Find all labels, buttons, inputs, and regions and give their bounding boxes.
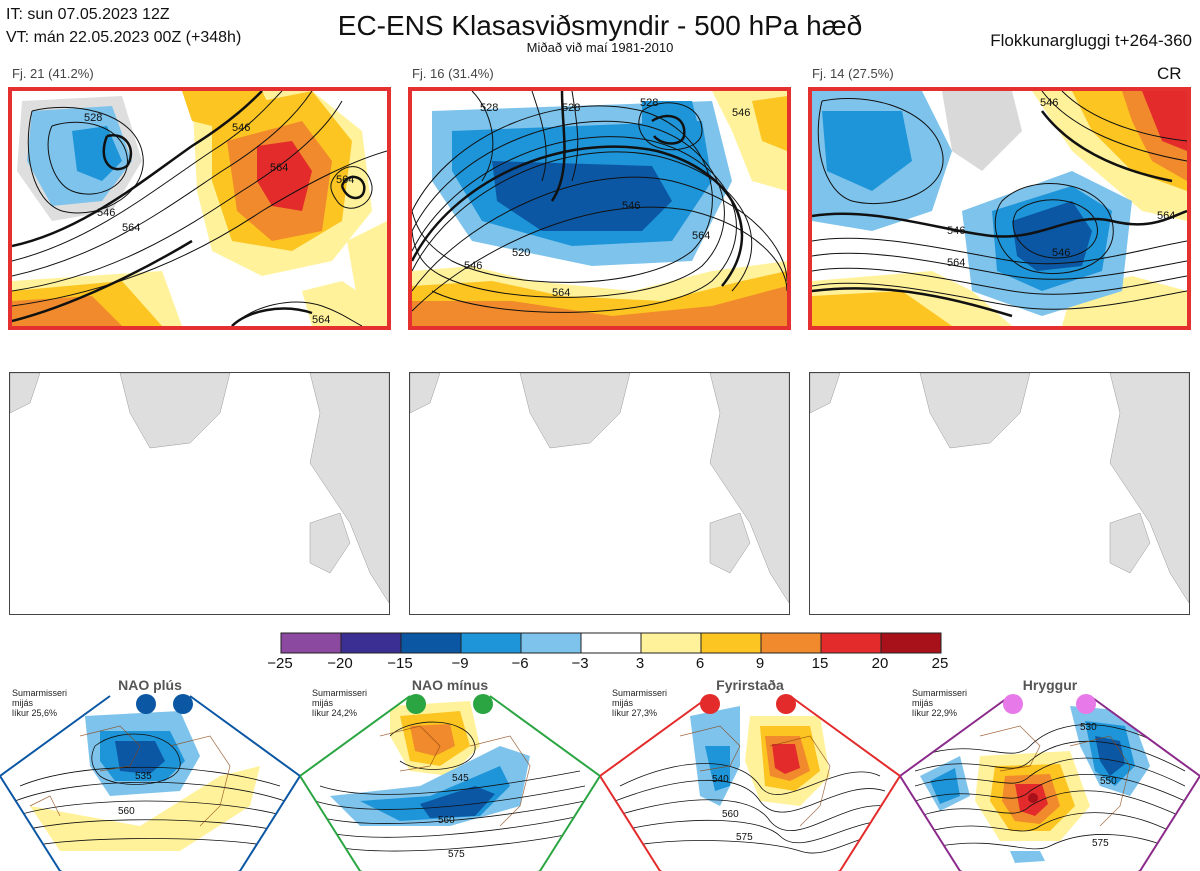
- colorbar-tick: −20: [327, 655, 353, 672]
- contour-label: 560: [118, 806, 135, 817]
- regime-season-info: Sumarmisseri mijás líkur 25,6%: [12, 688, 67, 718]
- contour-label: 530: [1080, 722, 1097, 733]
- season-mean: mijás: [612, 698, 634, 708]
- season-probability: líkur 27,3%: [612, 708, 658, 718]
- regime-season-info: Sumarmisseri mijás líkur 27,3%: [612, 688, 667, 718]
- anomaly-fill-2: [412, 91, 787, 326]
- regime-ridge[interactable]: 530 550 575 Hryggur Sumarmisseri mijás l…: [900, 676, 1200, 871]
- season-label: Sumarmisseri: [12, 688, 68, 698]
- cluster-3-label: Fj. 14 (27.5%): [812, 66, 894, 81]
- cluster-3-map[interactable]: 546 546 564 546 564: [808, 87, 1191, 330]
- contour-label: 564: [312, 314, 330, 326]
- colorbar-segment: [700, 632, 762, 654]
- contour-label: 528: [480, 102, 498, 114]
- empty-map-2: [409, 372, 790, 615]
- colorbar-tick: 6: [695, 655, 705, 672]
- colorbar-tick: −6: [511, 655, 529, 672]
- colorbar-segment: [280, 632, 342, 654]
- contour-label: 564: [947, 257, 965, 269]
- season-probability: líkur 22,9%: [912, 708, 958, 718]
- regime-season-info: Sumarmisseri mijás líkur 24,2%: [312, 688, 367, 718]
- regime-blocking[interactable]: 540 560 575 Fyrirstaða Sumarmisseri mijá…: [600, 676, 900, 871]
- regime-title: NAO mínus: [411, 677, 489, 693]
- regime-title: Fyrirstaða: [716, 677, 784, 693]
- initial-time: IT: sun 07.05.2023 12Z: [6, 6, 170, 23]
- colorbar-segment: [640, 632, 702, 654]
- contour-label: 546: [732, 107, 750, 119]
- contour-label: 546: [1040, 97, 1058, 109]
- contour-label: 546: [622, 200, 640, 212]
- colorbar-segment: [820, 632, 882, 654]
- contour-label: 546: [947, 225, 965, 237]
- colorbar-tick: 3: [635, 655, 645, 672]
- contour-label: 528: [84, 112, 102, 124]
- season-probability: líkur 25,6%: [12, 708, 58, 718]
- colorbar-segment: [880, 632, 942, 654]
- contour-label: 546: [97, 207, 115, 219]
- contour-label: 535: [135, 771, 152, 782]
- empty-map-3: [809, 372, 1190, 615]
- regime-nao-plus[interactable]: 535 560 NAO plús Sumarmisseri mijás líku…: [0, 676, 300, 871]
- page-subtitle: Miðað við maí 1981-2010: [526, 40, 674, 55]
- contour-label: 564: [552, 287, 570, 299]
- contour-label: 560: [438, 815, 455, 826]
- season-label: Sumarmisseri: [912, 688, 968, 698]
- contour-label: 560: [722, 809, 739, 820]
- contour-label: 564: [336, 174, 354, 186]
- colorbar-segment: [760, 632, 822, 654]
- contour-label: 528: [640, 97, 658, 109]
- regime-title: Hryggur: [1022, 677, 1078, 693]
- colorbar-tick: 25: [931, 655, 949, 672]
- contour-label: 575: [448, 849, 465, 860]
- contour-label: 575: [1092, 838, 1109, 849]
- cluster-1-map[interactable]: 528 546 564 564 564 546 564: [8, 87, 391, 330]
- regime-title: NAO plús: [118, 677, 182, 693]
- anomaly-fill-3: [812, 91, 1187, 326]
- colorbar-segment: [460, 632, 522, 654]
- cluster-2-map[interactable]: 528 528 546 546 564 564 528 546 520: [408, 87, 791, 330]
- contour-label: 546: [1052, 247, 1070, 259]
- page-title: EC-ENS Klasasviðsmyndir - 500 hPa hæð: [337, 10, 863, 41]
- regime-nao-minus[interactable]: 545 560 575 NAO mínus Sumarmisseri mijás…: [300, 676, 600, 871]
- empty-map-1: [9, 372, 390, 615]
- season-mean: mijás: [312, 698, 334, 708]
- cluster-1-label: Fj. 21 (41.2%): [12, 66, 94, 81]
- contour-label: 545: [452, 773, 469, 784]
- cluster-3-tag: CR: [1157, 64, 1182, 83]
- colorbar-tick: −3: [571, 655, 589, 672]
- contour-label: 564: [122, 222, 140, 234]
- contour-label: 564: [1157, 210, 1175, 222]
- contour-label: 575: [736, 832, 753, 843]
- contour-label: 520: [512, 247, 530, 259]
- contour-label: 564: [270, 162, 288, 174]
- colorbar-tick: −25: [267, 655, 293, 672]
- season-label: Sumarmisseri: [312, 688, 368, 698]
- colorbar-segment: [400, 632, 462, 654]
- colorbar-tick: 15: [811, 655, 829, 672]
- contour-label: 540: [712, 774, 729, 785]
- valid-time: VT: mán 22.05.2023 00Z (+348h): [6, 29, 242, 46]
- colorbar-segment: [580, 632, 642, 654]
- colorbar-tick: 9: [755, 655, 765, 672]
- classification-window: Flokkunargluggi t+264-360: [990, 31, 1192, 50]
- anomaly-colorbar: [280, 632, 942, 654]
- contour-label: 546: [232, 122, 250, 134]
- anomaly-fill-1: [12, 91, 387, 326]
- colorbar-segment: [340, 632, 402, 654]
- contour-label: 528: [562, 102, 580, 114]
- season-label: Sumarmisseri: [612, 688, 668, 698]
- season-mean: mijás: [912, 698, 934, 708]
- colorbar-segment: [520, 632, 582, 654]
- cluster-2-label: Fj. 16 (31.4%): [412, 66, 494, 81]
- season-probability: líkur 24,2%: [312, 708, 358, 718]
- colorbar-tick: −15: [387, 655, 413, 672]
- colorbar-tick: 20: [871, 655, 889, 672]
- contour-label: 564: [692, 230, 710, 242]
- regime-season-info: Sumarmisseri mijás líkur 22,9%: [912, 688, 967, 718]
- season-mean: mijás: [12, 698, 34, 708]
- colorbar-tick: −9: [451, 655, 469, 672]
- contour-label: 546: [464, 260, 482, 272]
- contour-label: 550: [1100, 776, 1117, 787]
